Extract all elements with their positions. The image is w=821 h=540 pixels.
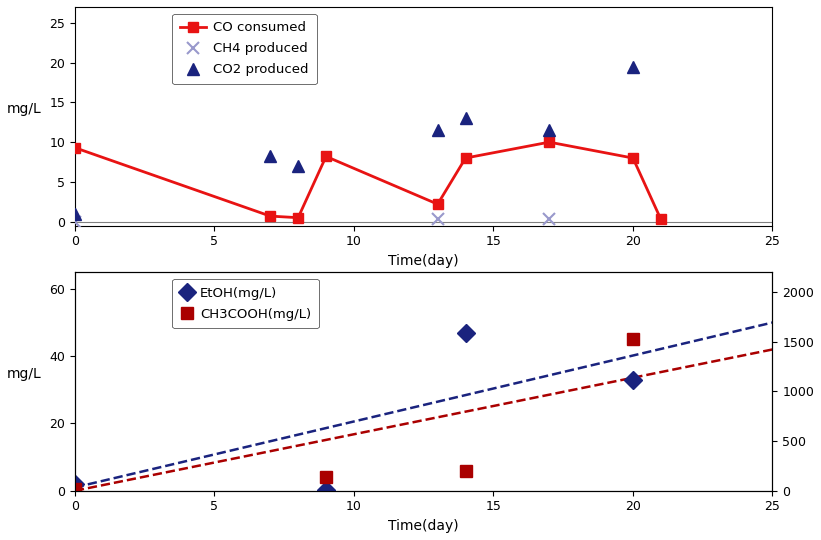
CO2 produced [433, 127, 443, 133]
EtOH(mg/L) [321, 487, 331, 493]
CO2 produced [628, 63, 638, 70]
Line: CH3COOH(mg/L): CH3COOH(mg/L) [69, 334, 639, 495]
X-axis label: Time(day): Time(day) [388, 254, 459, 268]
Y-axis label: mg/L: mg/L [7, 367, 42, 381]
CO consumed [544, 139, 554, 145]
CO consumed [265, 213, 275, 219]
X-axis label: Time(day): Time(day) [388, 519, 459, 533]
CO2 produced [70, 211, 80, 217]
CO consumed [70, 145, 80, 151]
CH4 produced [544, 216, 554, 222]
EtOH(mg/L) [628, 376, 638, 383]
EtOH(mg/L) [70, 481, 80, 487]
CO consumed [293, 214, 303, 221]
Legend: CO consumed, CH4 produced, CO2 produced: CO consumed, CH4 produced, CO2 produced [172, 14, 317, 84]
CO consumed [461, 155, 470, 161]
CO2 produced [544, 127, 554, 133]
CO consumed [656, 216, 666, 222]
Line: CH4 produced: CH4 produced [69, 213, 556, 228]
CH4 produced [433, 216, 443, 222]
CH3COOH(mg/L) [321, 474, 331, 481]
CO2 produced [461, 115, 470, 122]
CH4 produced [70, 218, 80, 225]
CO consumed [628, 155, 638, 161]
CH3COOH(mg/L) [70, 486, 80, 492]
CO2 produced [293, 163, 303, 169]
CO consumed [433, 201, 443, 207]
CO2 produced [265, 153, 275, 160]
CO consumed [321, 153, 331, 160]
Line: CO2 produced: CO2 produced [69, 60, 640, 220]
Legend: EtOH(mg/L), CH3COOH(mg/L): EtOH(mg/L), CH3COOH(mg/L) [172, 279, 319, 328]
CH3COOH(mg/L) [461, 467, 470, 474]
CH3COOH(mg/L) [628, 336, 638, 342]
Y-axis label: mg/L: mg/L [7, 102, 42, 116]
Line: EtOH(mg/L): EtOH(mg/L) [69, 326, 640, 496]
EtOH(mg/L) [461, 329, 470, 336]
Line: CO consumed: CO consumed [70, 137, 666, 224]
